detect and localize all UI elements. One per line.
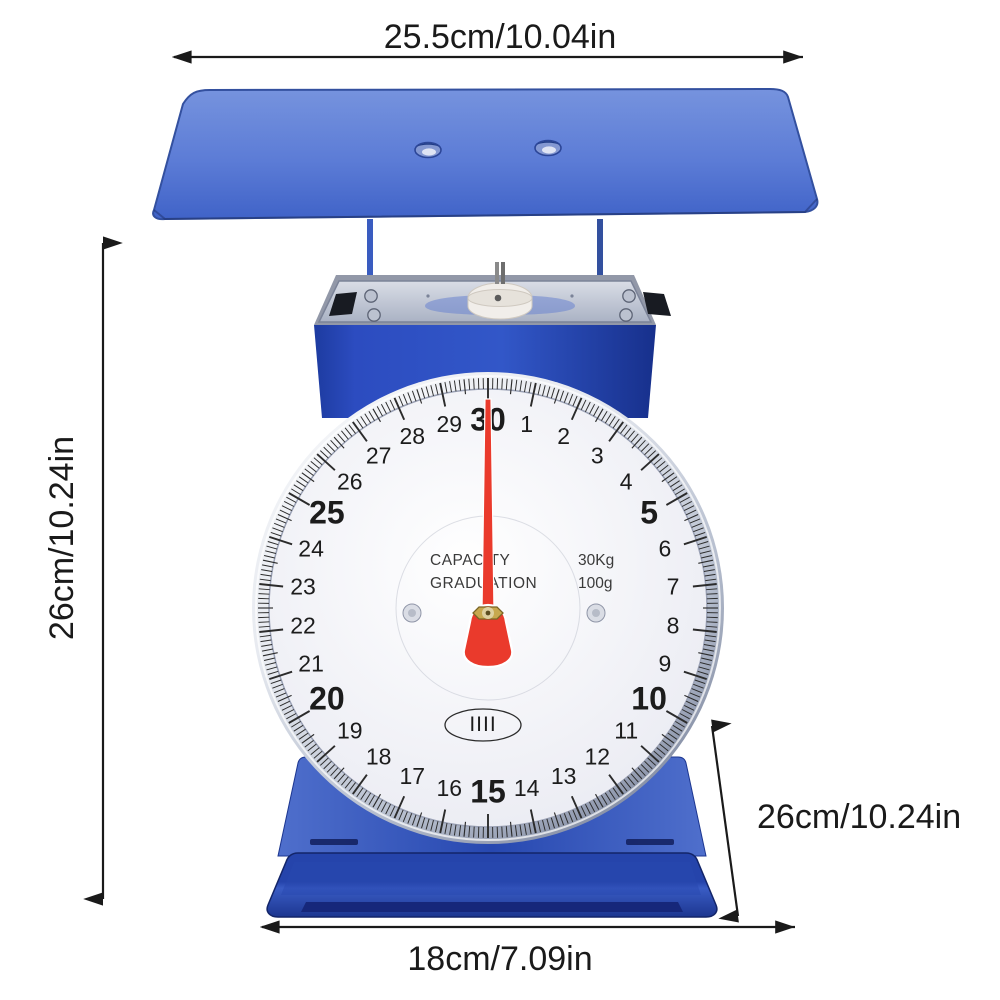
svg-text:30Kg: 30Kg (578, 552, 614, 569)
svg-text:4: 4 (620, 469, 633, 495)
svg-text:17: 17 (400, 763, 426, 789)
svg-text:13: 13 (551, 763, 577, 789)
svg-text:22: 22 (290, 612, 316, 638)
svg-text:23: 23 (290, 574, 316, 600)
svg-text:1: 1 (520, 411, 533, 437)
svg-text:11: 11 (614, 718, 638, 744)
svg-text:21: 21 (298, 651, 324, 677)
svg-text:2: 2 (557, 423, 570, 449)
svg-text:25: 25 (309, 494, 345, 530)
svg-text:10: 10 (631, 680, 667, 716)
svg-text:29: 29 (437, 411, 463, 437)
svg-text:8: 8 (667, 612, 680, 638)
svg-text:20: 20 (309, 680, 345, 716)
svg-text:24: 24 (298, 536, 324, 562)
svg-text:12: 12 (585, 744, 611, 770)
svg-text:5: 5 (640, 494, 658, 530)
svg-text:26: 26 (337, 469, 363, 495)
svg-text:14: 14 (514, 775, 540, 801)
svg-text:6: 6 (659, 536, 672, 562)
svg-text:3: 3 (591, 443, 604, 469)
svg-text:19: 19 (337, 718, 363, 744)
svg-text:27: 27 (366, 443, 392, 469)
svg-text:7: 7 (667, 574, 680, 600)
svg-text:CAPACITY: CAPACITY (430, 552, 510, 569)
svg-text:18: 18 (366, 744, 392, 770)
svg-text:IIII: IIII (469, 713, 496, 736)
svg-text:15: 15 (470, 773, 506, 809)
svg-text:9: 9 (659, 651, 672, 677)
svg-text:16: 16 (437, 775, 463, 801)
svg-text:100g: 100g (578, 575, 612, 592)
svg-text:28: 28 (400, 423, 426, 449)
